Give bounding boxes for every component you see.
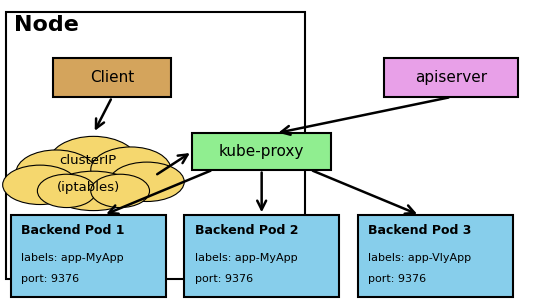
Text: kube-proxy: kube-proxy (219, 144, 304, 159)
Text: port: 9376: port: 9376 (368, 274, 427, 284)
Text: labels: app-MyApp: labels: app-MyApp (21, 252, 124, 263)
Text: labels: app-MyApp: labels: app-MyApp (195, 252, 297, 263)
Text: Backend Pod 1: Backend Pod 1 (21, 224, 125, 237)
Text: Node: Node (14, 15, 79, 35)
FancyBboxPatch shape (358, 215, 513, 297)
Ellipse shape (3, 165, 77, 205)
Ellipse shape (16, 150, 96, 195)
Text: Client: Client (90, 70, 134, 85)
Ellipse shape (37, 174, 96, 208)
Ellipse shape (51, 171, 136, 211)
FancyBboxPatch shape (384, 58, 518, 97)
Text: Backend Pod 2: Backend Pod 2 (195, 224, 299, 237)
FancyBboxPatch shape (53, 58, 171, 97)
Ellipse shape (109, 162, 184, 201)
Text: (iptables): (iptables) (57, 181, 120, 194)
FancyBboxPatch shape (11, 215, 166, 297)
FancyBboxPatch shape (184, 215, 339, 297)
Ellipse shape (91, 147, 171, 192)
Ellipse shape (91, 174, 150, 208)
Ellipse shape (48, 136, 139, 191)
FancyBboxPatch shape (6, 12, 305, 279)
Text: labels: app-VlyApp: labels: app-VlyApp (368, 252, 472, 263)
Text: port: 9376: port: 9376 (21, 274, 80, 284)
Text: apiserver: apiserver (415, 70, 488, 85)
Text: port: 9376: port: 9376 (195, 274, 253, 284)
FancyBboxPatch shape (192, 133, 331, 170)
Text: clusterIP: clusterIP (59, 154, 117, 167)
Text: Backend Pod 3: Backend Pod 3 (368, 224, 472, 237)
